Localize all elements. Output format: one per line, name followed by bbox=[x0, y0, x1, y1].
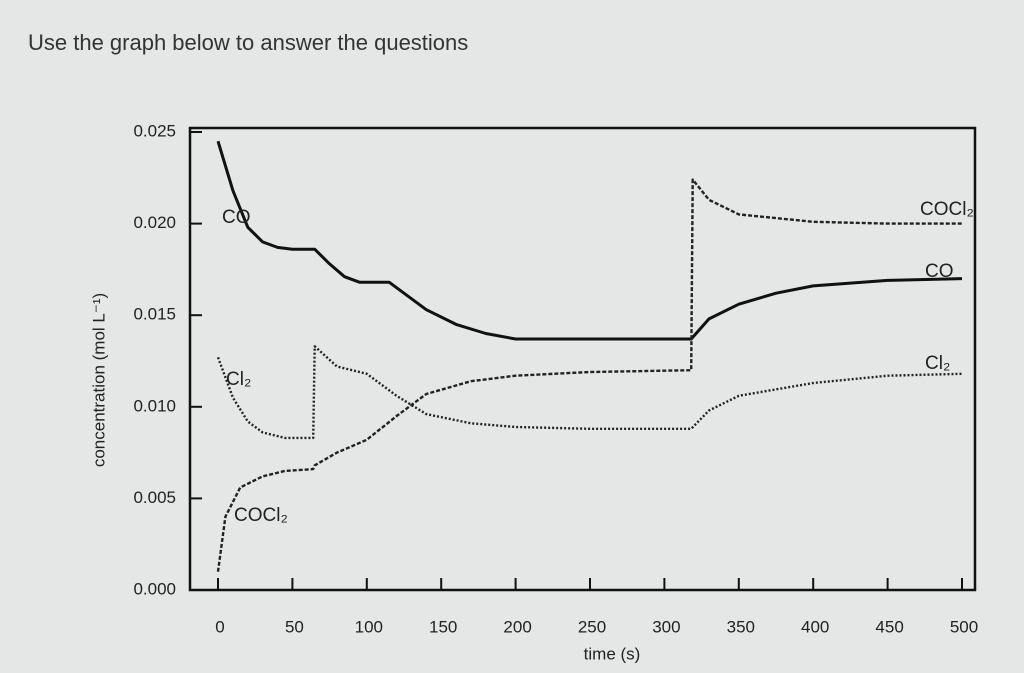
series-label: CO bbox=[222, 207, 251, 228]
y-tick-label: 0.005 bbox=[133, 488, 176, 507]
y-axis-title: concentration (mol L⁻¹) bbox=[89, 293, 108, 467]
series-label: Cl₂ bbox=[925, 353, 950, 374]
y-tick-label: 0.025 bbox=[133, 121, 176, 140]
x-tick-label: 250 bbox=[578, 617, 606, 636]
x-tick-label: 450 bbox=[875, 617, 903, 636]
series-line bbox=[216, 345, 963, 440]
x-tick-label: 0 bbox=[215, 617, 224, 636]
series-label: COCl₂ bbox=[234, 505, 288, 526]
plot-frame bbox=[188, 126, 977, 592]
series-line bbox=[216, 140, 963, 341]
x-axis-title: time (s) bbox=[584, 644, 641, 663]
series-line bbox=[216, 178, 962, 572]
series-label: COCl₂ bbox=[920, 199, 974, 220]
x-tick-label: 100 bbox=[355, 617, 383, 636]
x-tick-label: 200 bbox=[503, 617, 531, 636]
x-tick-label: 50 bbox=[285, 617, 304, 636]
series-label: Cl₂ bbox=[226, 369, 251, 390]
x-tick-label: 500 bbox=[950, 617, 978, 636]
x-tick-label: 350 bbox=[727, 617, 755, 636]
x-tick-label: 300 bbox=[652, 617, 680, 636]
y-tick-label: 0.000 bbox=[133, 579, 176, 598]
series-label: CO bbox=[925, 261, 954, 282]
x-tick-label: 150 bbox=[429, 617, 457, 636]
y-tick-label: 0.010 bbox=[133, 396, 176, 415]
x-tick-label: 400 bbox=[801, 617, 829, 636]
y-tick-label: 0.015 bbox=[133, 305, 176, 324]
y-tick-label: 0.020 bbox=[133, 213, 176, 232]
header-title: Use the graph below to answer the questi… bbox=[28, 30, 468, 55]
